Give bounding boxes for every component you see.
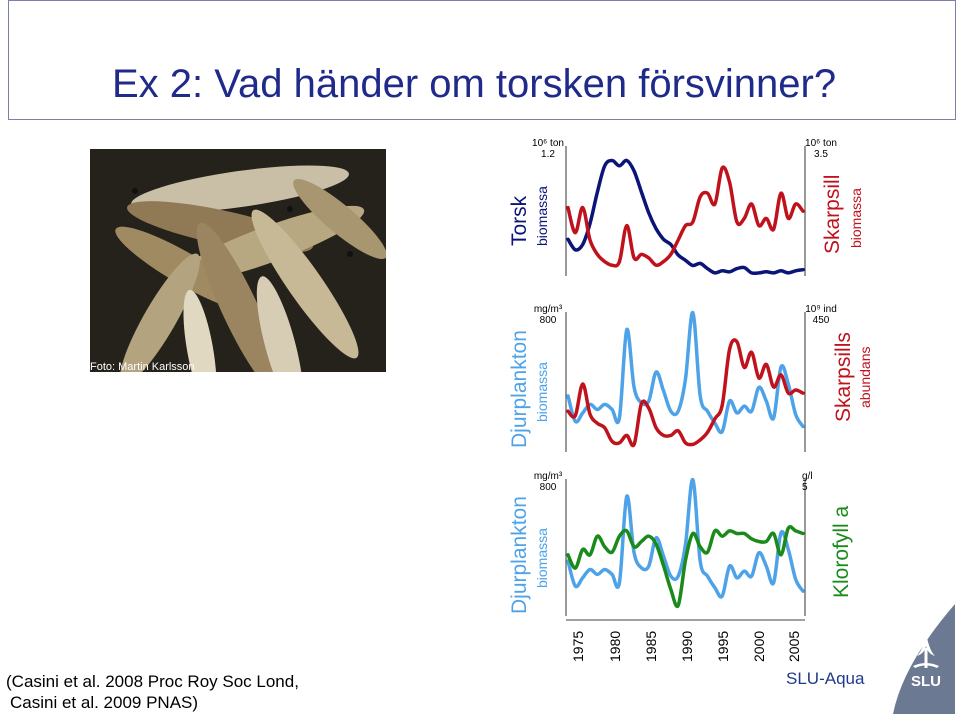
bot-left-unit: mg/m³ bbox=[533, 471, 563, 482]
mid-series-djurplankton-line bbox=[566, 310, 805, 435]
chart-bottom bbox=[565, 477, 806, 621]
top-right-sub: biomassa bbox=[848, 188, 864, 248]
mid-series-skarpsills-line bbox=[566, 338, 805, 448]
top-right-label: Skarpsill bbox=[821, 174, 844, 254]
top-left-max: 1.2 bbox=[541, 149, 555, 160]
photo-credit: Foto: Martin Karlsson bbox=[90, 361, 195, 373]
mid-left-sub: biomassa bbox=[534, 362, 550, 422]
mid-right-unit: 10⁹ ind bbox=[805, 304, 837, 315]
fish-group bbox=[115, 165, 386, 372]
x-tick-1975: 1975 bbox=[570, 630, 586, 662]
bot-series-djurplankton-line bbox=[566, 477, 805, 599]
x-tick-1985: 1985 bbox=[643, 630, 659, 662]
slu-logo: SLU bbox=[893, 604, 955, 714]
top-series-skarpsill-line bbox=[566, 165, 805, 268]
slide-title: Ex 2: Vad händer om torsken försvinner? bbox=[112, 62, 837, 106]
bot-right-label: Klorofyll a bbox=[830, 505, 853, 598]
top-left-unit: 10⁶ ton bbox=[532, 138, 564, 149]
mid-left-unit: mg/m³ bbox=[533, 304, 563, 315]
svg-text:SLU: SLU bbox=[911, 673, 941, 690]
x-tick-2005: 2005 bbox=[786, 630, 802, 662]
title-frame bbox=[8, 0, 956, 120]
top-right-max: 3.5 bbox=[814, 149, 828, 160]
x-tick-1990: 1990 bbox=[679, 630, 695, 662]
top-left-label: Torsk bbox=[508, 195, 531, 246]
chart-middle bbox=[565, 310, 806, 452]
bot-right-unit: g/l bbox=[802, 471, 813, 482]
mid-left-max: 800 bbox=[539, 315, 557, 326]
cod-photo bbox=[90, 149, 386, 372]
x-tick-1980: 1980 bbox=[607, 630, 623, 662]
bot-left-max: 800 bbox=[539, 482, 557, 493]
mid-right-label: Skarpsills bbox=[832, 332, 855, 422]
x-tick-2000: 2000 bbox=[751, 630, 767, 662]
citation: (Casini et al. 2008 Proc Roy Soc Lond, C… bbox=[6, 671, 299, 713]
bot-series-klorofyll-a-line bbox=[566, 525, 805, 609]
mid-right-sub: abundans bbox=[857, 346, 873, 408]
top-left-sub: biomassa bbox=[534, 186, 550, 246]
top-right-unit: 10⁶ ton bbox=[805, 138, 837, 149]
bot-right-max: 5 bbox=[802, 482, 808, 493]
slu-aqua-label: SLU-Aqua bbox=[786, 669, 865, 688]
top-series-torsk-line bbox=[566, 158, 805, 276]
citation-line-1: (Casini et al. 2008 Proc Roy Soc Lond, bbox=[6, 672, 299, 691]
bot-left-sub: biomassa bbox=[534, 528, 550, 588]
citation-line-2: Casini et al. 2009 PNAS) bbox=[10, 693, 199, 712]
chart-top bbox=[565, 146, 806, 276]
bot-left-label: Djurplankton bbox=[508, 496, 531, 614]
mid-right-max: 450 bbox=[812, 315, 830, 326]
x-tick-1995: 1995 bbox=[715, 630, 731, 662]
mid-left-label: Djurplankton bbox=[508, 330, 531, 448]
